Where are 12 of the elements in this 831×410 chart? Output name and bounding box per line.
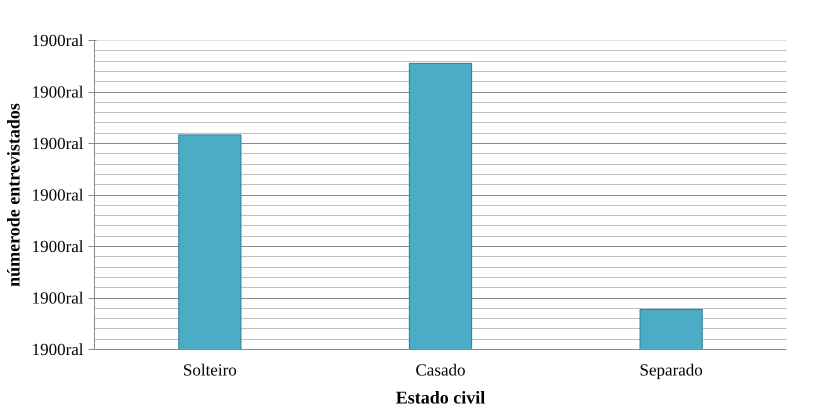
text: 1900ral [32, 340, 84, 359]
text: 1900ral [32, 288, 84, 308]
x-tick-label: Casado [415, 360, 466, 380]
text: 1900ral [32, 237, 84, 256]
y-axis-title: númerode entrevistados [4, 103, 24, 287]
text: 1900ral [32, 82, 84, 102]
text: 1900ral [32, 31, 84, 50]
x-tick-label: Solteiro [182, 360, 237, 380]
x-tick-label: Separado [640, 360, 703, 380]
x-axis-title: Estado civil [396, 388, 486, 408]
text: 1900ral [32, 186, 84, 204]
text: 1900ral [32, 134, 84, 153]
